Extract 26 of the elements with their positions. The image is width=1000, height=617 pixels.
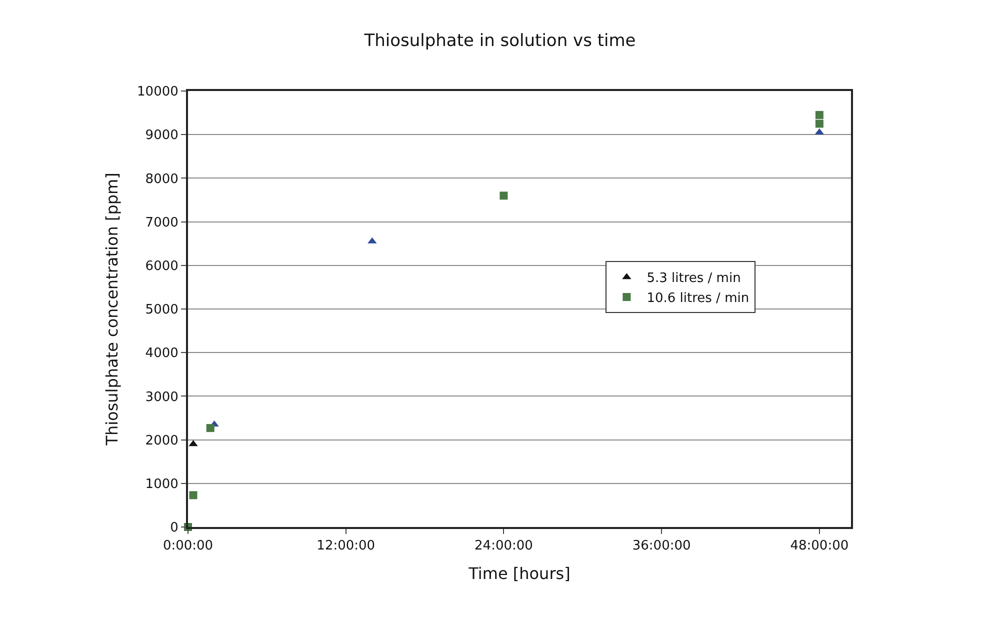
x-axis-title: Time [hours] xyxy=(468,564,570,583)
y-tick-label: 2000 xyxy=(145,433,178,448)
y-tick-label: 7000 xyxy=(145,215,178,230)
y-tick-label: 9000 xyxy=(145,128,178,144)
y-tick-label: 5000 xyxy=(145,302,178,318)
point xyxy=(815,110,824,119)
y-tick-label: 4000 xyxy=(145,346,178,362)
y-tick-label: 6000 xyxy=(145,258,178,274)
chart-title: Thiosulphate in solution vs time xyxy=(363,31,636,52)
legend-label: 10.6 litres / min xyxy=(646,291,750,306)
point xyxy=(815,120,824,128)
y-tick-label: 0 xyxy=(170,520,178,536)
y-axis-title: Thiosulphate concentration [ppm] xyxy=(102,172,122,446)
y-tick-label: 8000 xyxy=(145,172,178,187)
x-tick-label: 48:00:00 xyxy=(790,538,849,554)
y-tick-label: 1000 xyxy=(145,476,178,492)
legend-label: 5.3 litres / min xyxy=(646,271,741,286)
x-tick-label: 24:00:00 xyxy=(474,538,533,554)
x-tick-label: 0:00:00 xyxy=(162,538,214,554)
y-tick-label: 10000 xyxy=(137,84,178,100)
point xyxy=(500,192,508,200)
x-tick-label: 12:00:00 xyxy=(316,538,376,554)
point xyxy=(206,424,214,432)
y-tick-label: 3000 xyxy=(145,390,178,405)
point xyxy=(189,491,198,500)
x-tick-label: 36:00:00 xyxy=(632,538,691,554)
